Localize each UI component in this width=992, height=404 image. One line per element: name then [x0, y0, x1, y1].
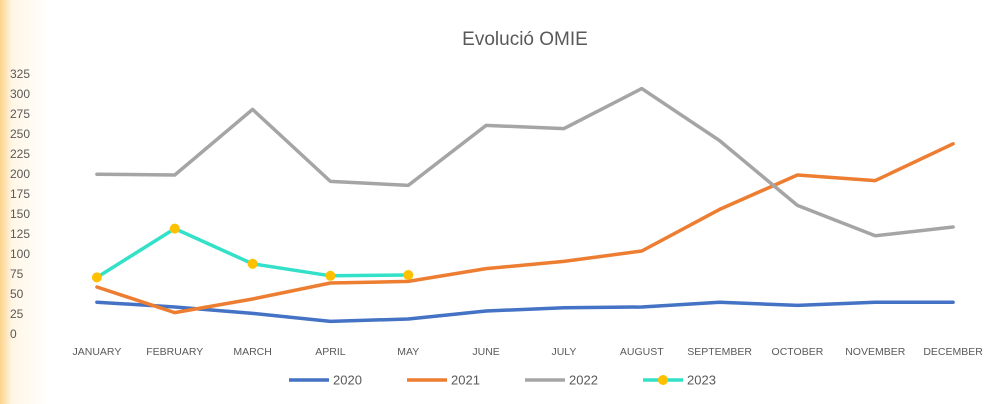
x-tick-label: MAY [397, 346, 419, 358]
y-tick-label: 225 [10, 147, 30, 161]
series-marker [403, 270, 414, 280]
y-tick-label: 300 [10, 87, 30, 101]
y-tick-label: 175 [10, 187, 30, 201]
y-tick-label: 125 [10, 227, 30, 241]
x-tick-label: NOVEMBER [845, 346, 906, 358]
series-line [95, 142, 955, 315]
y-tick-label: 0 [10, 327, 17, 341]
y-tick-label: 325 [10, 67, 30, 81]
y-tick-label: 275 [10, 107, 30, 121]
x-tick-label: AUGUST [620, 346, 664, 358]
x-tick-label: MARCH [233, 346, 272, 358]
legend-label: 2023 [687, 372, 716, 387]
x-tick-label: JANUARY [73, 346, 122, 358]
series-line [95, 300, 955, 324]
series-line [95, 86, 955, 238]
x-tick-label: JUNE [472, 346, 499, 358]
legend-marker [658, 375, 668, 385]
legend-label: 2021 [451, 372, 480, 387]
x-tick-label: FEBRUARY [146, 346, 203, 358]
y-tick-label: 100 [10, 247, 30, 261]
y-tick-label: 50 [10, 287, 24, 301]
y-tick-label: 250 [10, 127, 30, 141]
y-tick-label: 25 [10, 307, 24, 321]
x-tick-label: JULY [551, 346, 576, 358]
series-marker [91, 272, 102, 283]
series-marker [247, 258, 258, 269]
x-tick-label: OCTOBER [772, 346, 824, 358]
legend-label: 2020 [333, 372, 362, 387]
series-marker [169, 223, 180, 234]
chart-title: Evolució OMIE [462, 29, 588, 50]
y-tick-label: 200 [10, 167, 30, 181]
x-tick-label: APRIL [315, 346, 346, 358]
x-tick-label: SEPTEMBER [687, 346, 752, 358]
legend-label: 2022 [569, 372, 598, 387]
y-tick-label: 75 [10, 267, 24, 281]
series-marker [325, 270, 336, 281]
y-tick-label: 150 [10, 207, 30, 221]
x-tick-label: DECEMBER [923, 346, 983, 358]
